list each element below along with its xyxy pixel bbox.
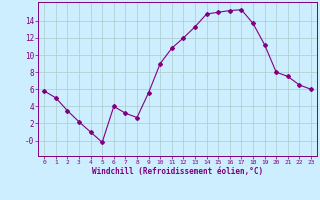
- X-axis label: Windchill (Refroidissement éolien,°C): Windchill (Refroidissement éolien,°C): [92, 167, 263, 176]
